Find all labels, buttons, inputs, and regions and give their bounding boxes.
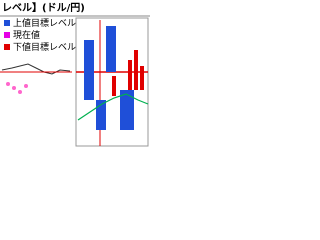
block [84, 40, 94, 100]
block [120, 90, 134, 130]
left-chart [0, 63, 72, 94]
dot [6, 82, 10, 86]
price-line [1, 63, 71, 75]
block [96, 100, 106, 130]
green-line [77, 93, 149, 121]
title: レベル】(ドル/円) [2, 1, 85, 14]
legend-label: 上値目標レベル [13, 17, 76, 29]
legend-swatch [4, 32, 10, 38]
candle [112, 76, 116, 96]
legend-swatch [4, 44, 10, 50]
legend-swatch [4, 20, 10, 26]
dot [24, 84, 28, 88]
screenshot: レベル】(ドル/円) 上値目標レベル 現在値 下値目標レベル [0, 0, 150, 150]
right-chart [75, 17, 149, 147]
dot [12, 86, 16, 90]
candle [134, 50, 138, 90]
block [106, 26, 116, 72]
candle [128, 60, 132, 90]
legend-label: 下値目標レベル [13, 41, 76, 53]
dot [18, 90, 22, 94]
legend-label: 現在値 [13, 29, 40, 41]
candle [140, 66, 144, 90]
